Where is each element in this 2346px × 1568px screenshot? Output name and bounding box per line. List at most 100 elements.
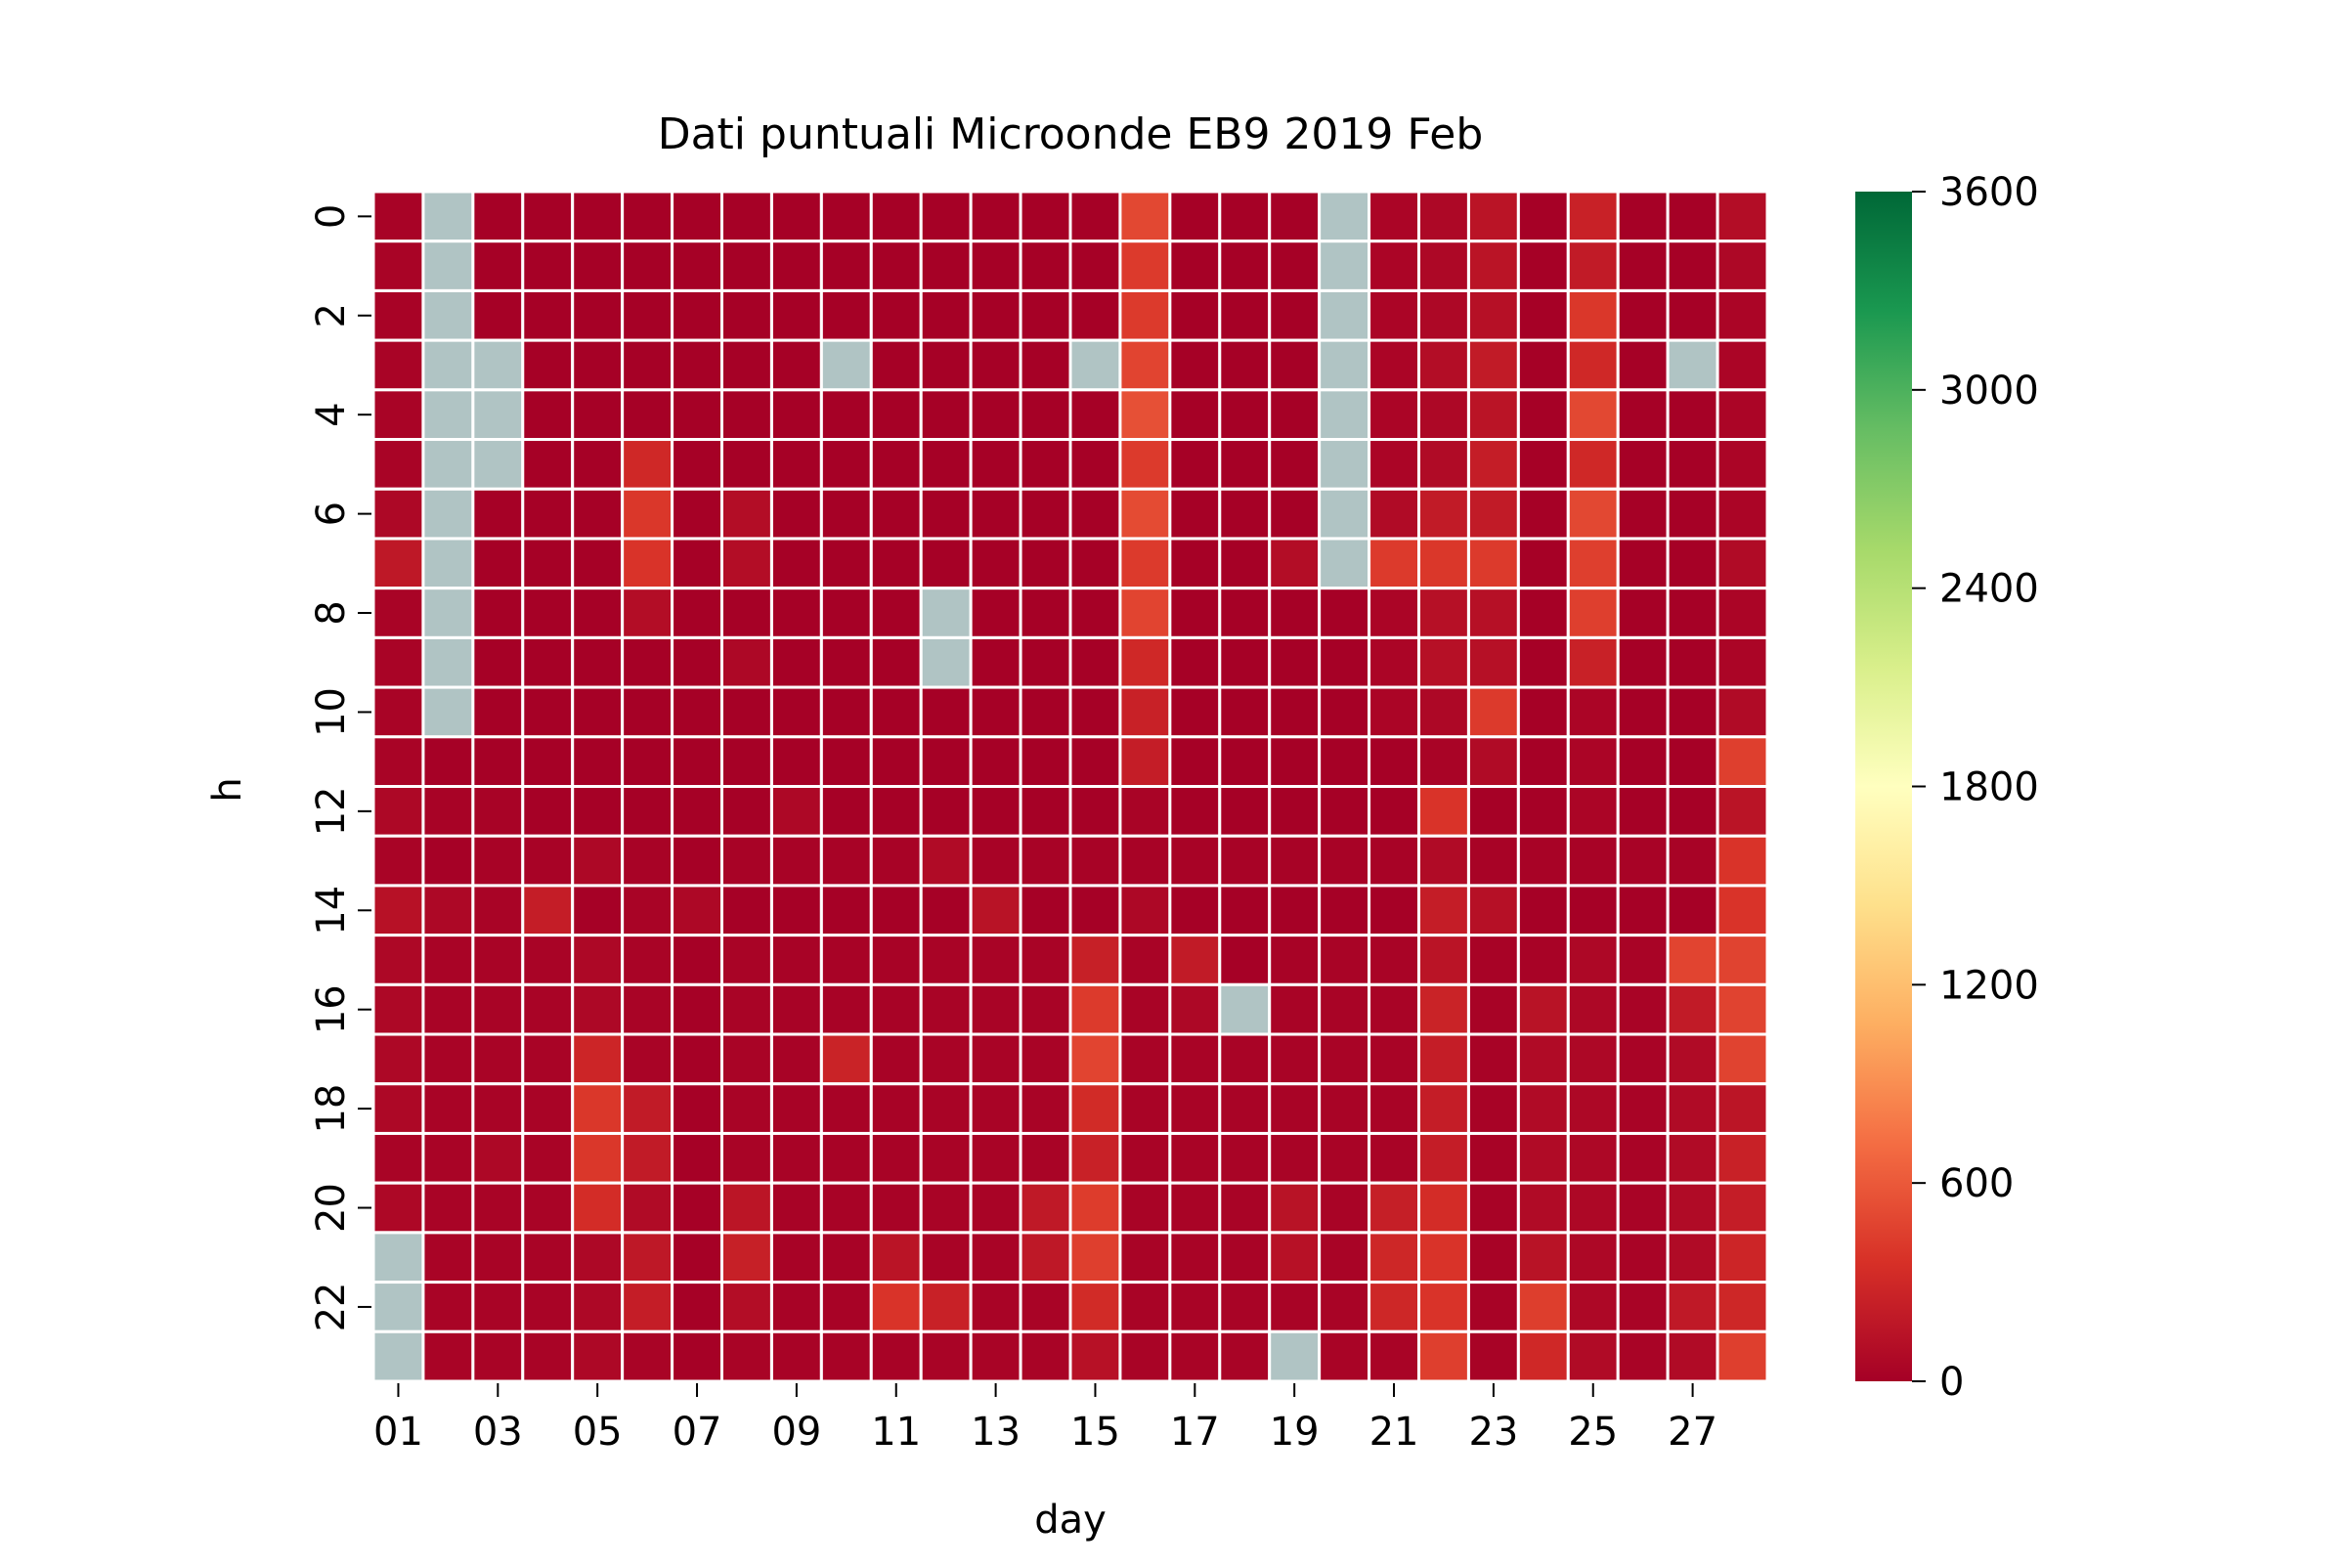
heatmap-cell bbox=[421, 587, 475, 639]
heatmap-cell bbox=[671, 884, 723, 937]
heatmap-cell bbox=[371, 288, 425, 342]
heatmap-cell bbox=[521, 834, 575, 888]
heatmap-cell bbox=[1566, 438, 1620, 491]
heatmap-cell bbox=[1368, 388, 1420, 442]
heatmap-cell bbox=[1368, 635, 1420, 689]
y-tick-label: 0 bbox=[309, 204, 354, 229]
heatmap-cell bbox=[571, 537, 625, 590]
heatmap-cell bbox=[571, 1329, 625, 1383]
heatmap-cell bbox=[1616, 587, 1670, 639]
heatmap-cell bbox=[671, 388, 723, 442]
heatmap-cell bbox=[1268, 587, 1322, 639]
heatmap-cell bbox=[1716, 1281, 1769, 1333]
heatmap-cell bbox=[1168, 487, 1222, 541]
heatmap-cell bbox=[1019, 635, 1072, 689]
heatmap-cell bbox=[969, 635, 1022, 689]
heatmap-cell bbox=[421, 438, 475, 491]
heatmap-cell bbox=[1616, 438, 1670, 491]
heatmap-cell bbox=[919, 487, 973, 541]
heatmap-cell bbox=[769, 884, 823, 937]
heatmap-cell bbox=[1268, 240, 1322, 292]
heatmap-cell bbox=[1218, 1281, 1272, 1333]
heatmap-cell bbox=[869, 388, 923, 442]
heatmap-cell bbox=[1368, 785, 1420, 838]
heatmap-cell bbox=[621, 735, 674, 789]
heatmap-cell bbox=[1268, 487, 1322, 541]
heatmap-cell bbox=[1318, 635, 1371, 689]
heatmap-cell bbox=[571, 1231, 625, 1285]
heatmap-cell bbox=[1118, 487, 1172, 541]
heatmap-cell bbox=[1417, 537, 1470, 590]
heatmap-cell bbox=[621, 785, 674, 838]
heatmap-cell bbox=[1318, 1329, 1371, 1383]
heatmap-cell bbox=[769, 388, 823, 442]
heatmap-cell bbox=[1268, 438, 1322, 491]
heatmap-cell bbox=[621, 1131, 674, 1185]
heatmap-cell bbox=[1666, 240, 1719, 292]
heatmap-cell bbox=[571, 1181, 625, 1235]
heatmap-cell bbox=[1168, 537, 1222, 590]
heatmap-cell bbox=[1368, 982, 1420, 1036]
heatmap-cell bbox=[371, 1281, 425, 1333]
heatmap-cell bbox=[571, 438, 625, 491]
heatmap-cell bbox=[769, 1281, 823, 1333]
heatmap-cell bbox=[969, 735, 1022, 789]
heatmap-cell bbox=[1616, 1329, 1670, 1383]
heatmap-cell bbox=[1068, 288, 1122, 342]
heatmap-cell bbox=[1318, 338, 1371, 392]
heatmap-cell bbox=[1218, 685, 1272, 739]
heatmap-cell bbox=[1218, 1082, 1272, 1135]
heatmap-cell bbox=[1368, 1131, 1420, 1185]
heatmap-cell bbox=[1019, 735, 1072, 789]
heatmap-cell bbox=[1168, 338, 1222, 392]
heatmap-cell bbox=[371, 884, 425, 937]
heatmap-cell bbox=[1616, 487, 1670, 541]
heatmap-cell bbox=[1218, 388, 1272, 442]
heatmap-cell bbox=[869, 1281, 923, 1333]
heatmap-cell bbox=[1068, 1032, 1122, 1086]
heatmap-cell bbox=[1516, 1231, 1570, 1285]
heatmap-cell bbox=[1118, 1181, 1172, 1235]
heatmap-cell bbox=[1118, 1281, 1172, 1333]
heatmap-cell bbox=[869, 438, 923, 491]
heatmap-cell bbox=[720, 288, 773, 342]
heatmap-cell bbox=[769, 438, 823, 491]
heatmap-cell bbox=[819, 1329, 873, 1383]
heatmap-cell bbox=[1466, 1131, 1520, 1185]
heatmap-cell bbox=[1666, 388, 1719, 442]
heatmap-cell bbox=[671, 735, 723, 789]
heatmap-cell bbox=[1666, 1281, 1719, 1333]
heatmap-cell bbox=[720, 685, 773, 739]
heatmap-cell bbox=[1417, 1082, 1470, 1135]
heatmap-cell bbox=[919, 884, 973, 937]
heatmap-cell bbox=[969, 1231, 1022, 1285]
heatmap-cell bbox=[371, 735, 425, 789]
heatmap-cell bbox=[819, 884, 873, 937]
heatmap-cell bbox=[1019, 338, 1072, 392]
heatmap-cell bbox=[720, 338, 773, 392]
heatmap-cell bbox=[621, 1082, 674, 1135]
heatmap-cell bbox=[1118, 1032, 1172, 1086]
heatmap-cell bbox=[421, 288, 475, 342]
heatmap-cell bbox=[1318, 834, 1371, 888]
heatmap-cell bbox=[1417, 785, 1470, 838]
heatmap-cell bbox=[1268, 785, 1322, 838]
heatmap-cell bbox=[1068, 338, 1122, 392]
heatmap-cell bbox=[1666, 685, 1719, 739]
heatmap-cell bbox=[621, 190, 674, 243]
heatmap-cell bbox=[521, 190, 575, 243]
heatmap-cell bbox=[1516, 884, 1570, 937]
heatmap-cell bbox=[769, 785, 823, 838]
heatmap-cell bbox=[819, 1231, 873, 1285]
heatmap-cell bbox=[1168, 1131, 1222, 1185]
heatmap-cell bbox=[1168, 834, 1222, 888]
heatmap-cell bbox=[1068, 685, 1122, 739]
heatmap-cell bbox=[1466, 487, 1520, 541]
heatmap-cell bbox=[1417, 735, 1470, 789]
heatmap-cell bbox=[1318, 1032, 1371, 1086]
heatmap-cell bbox=[969, 1181, 1022, 1235]
heatmap-cell bbox=[1168, 190, 1222, 243]
heatmap-cell bbox=[1417, 884, 1470, 937]
heatmap-cell bbox=[1417, 982, 1470, 1036]
heatmap-cell bbox=[1666, 537, 1719, 590]
